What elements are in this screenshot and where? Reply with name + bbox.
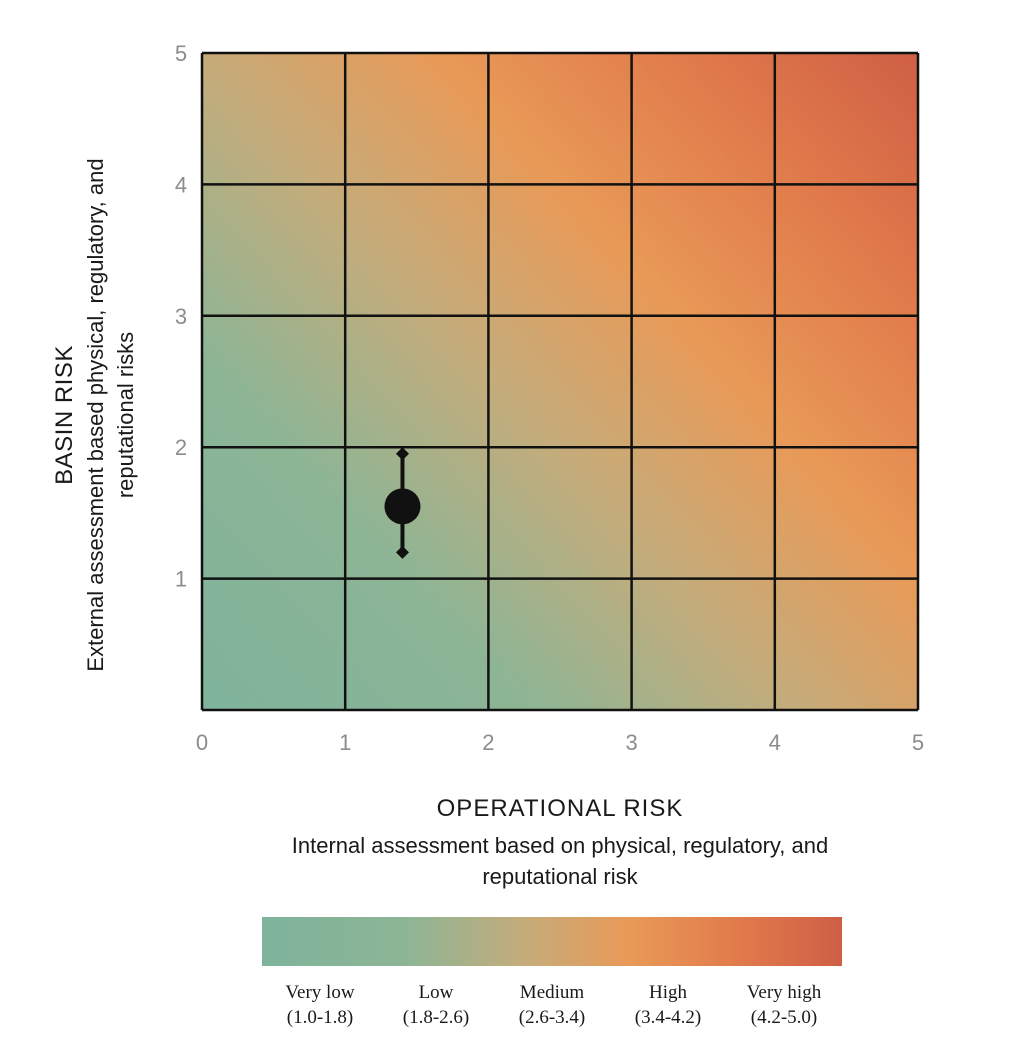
- x-tick-label: 1: [339, 730, 351, 755]
- x-axis-title: OPERATIONAL RISK: [436, 795, 684, 822]
- legend: Very low (1.0-1.8) Low (1.8-2.6) Medium …: [262, 980, 842, 1030]
- x-tick-label: 3: [625, 730, 637, 755]
- legend-range: (2.6-3.4): [518, 1007, 586, 1028]
- legend-label: Very low: [285, 982, 355, 1003]
- y-axis-title: BASIN RISK: [51, 345, 78, 485]
- legend-range: (1.0-1.8): [286, 1007, 354, 1028]
- data-point: [384, 488, 421, 525]
- color-scale-bar: [262, 917, 842, 966]
- legend-label: Very high: [746, 982, 822, 1003]
- legend-item-low: Low (1.8-2.6): [378, 980, 494, 1030]
- y-tick-label: 2: [175, 435, 187, 460]
- legend-label: Medium: [519, 982, 585, 1003]
- legend-label: High: [649, 982, 687, 1003]
- y-tick-label: 3: [175, 304, 187, 329]
- x-tick-label: 0: [196, 730, 208, 755]
- x-axis-subtitle: Internal assessment based on physical, r…: [291, 833, 829, 889]
- legend-label: Low: [418, 982, 454, 1003]
- legend-range: (1.8-2.6): [402, 1007, 470, 1028]
- x-tick-label: 2: [482, 730, 494, 755]
- x-tick-label: 4: [769, 730, 781, 755]
- legend-range: (4.2-5.0): [750, 1007, 818, 1028]
- legend-item-very-high: Very high (4.2-5.0): [726, 980, 842, 1030]
- error-bar-upper-cap: [395, 447, 409, 461]
- x-axis-ticks: 0 1 2 3 4 5: [196, 730, 924, 755]
- legend-item-medium: Medium (2.6-3.4): [494, 980, 610, 1030]
- legend-range: (3.4-4.2): [634, 1007, 702, 1028]
- y-axis-ticks: 1 2 3 4 5: [175, 41, 187, 592]
- y-axis-subtitle-line1: External assessment based physical, regu…: [83, 158, 108, 671]
- y-axis-subtitle-line2: reputational risks: [113, 332, 138, 498]
- legend-item-high: High (3.4-4.2): [610, 980, 726, 1030]
- heatmap-background: [202, 53, 918, 710]
- error-bar-lower-cap: [395, 545, 409, 559]
- grid-lines: [200, 51, 920, 712]
- y-tick-label: 4: [175, 172, 187, 197]
- risk-matrix-chart: 0 1 2 3 4 5 1 2 3 4 5 BASIN RISK External assessm…: [51, 41, 924, 755]
- x-tick-label: 5: [912, 730, 924, 755]
- legend-item-very-low: Very low (1.0-1.8): [262, 980, 378, 1030]
- y-tick-label: 1: [175, 567, 187, 592]
- y-tick-label: 5: [175, 41, 187, 66]
- data-point-group: [384, 447, 421, 559]
